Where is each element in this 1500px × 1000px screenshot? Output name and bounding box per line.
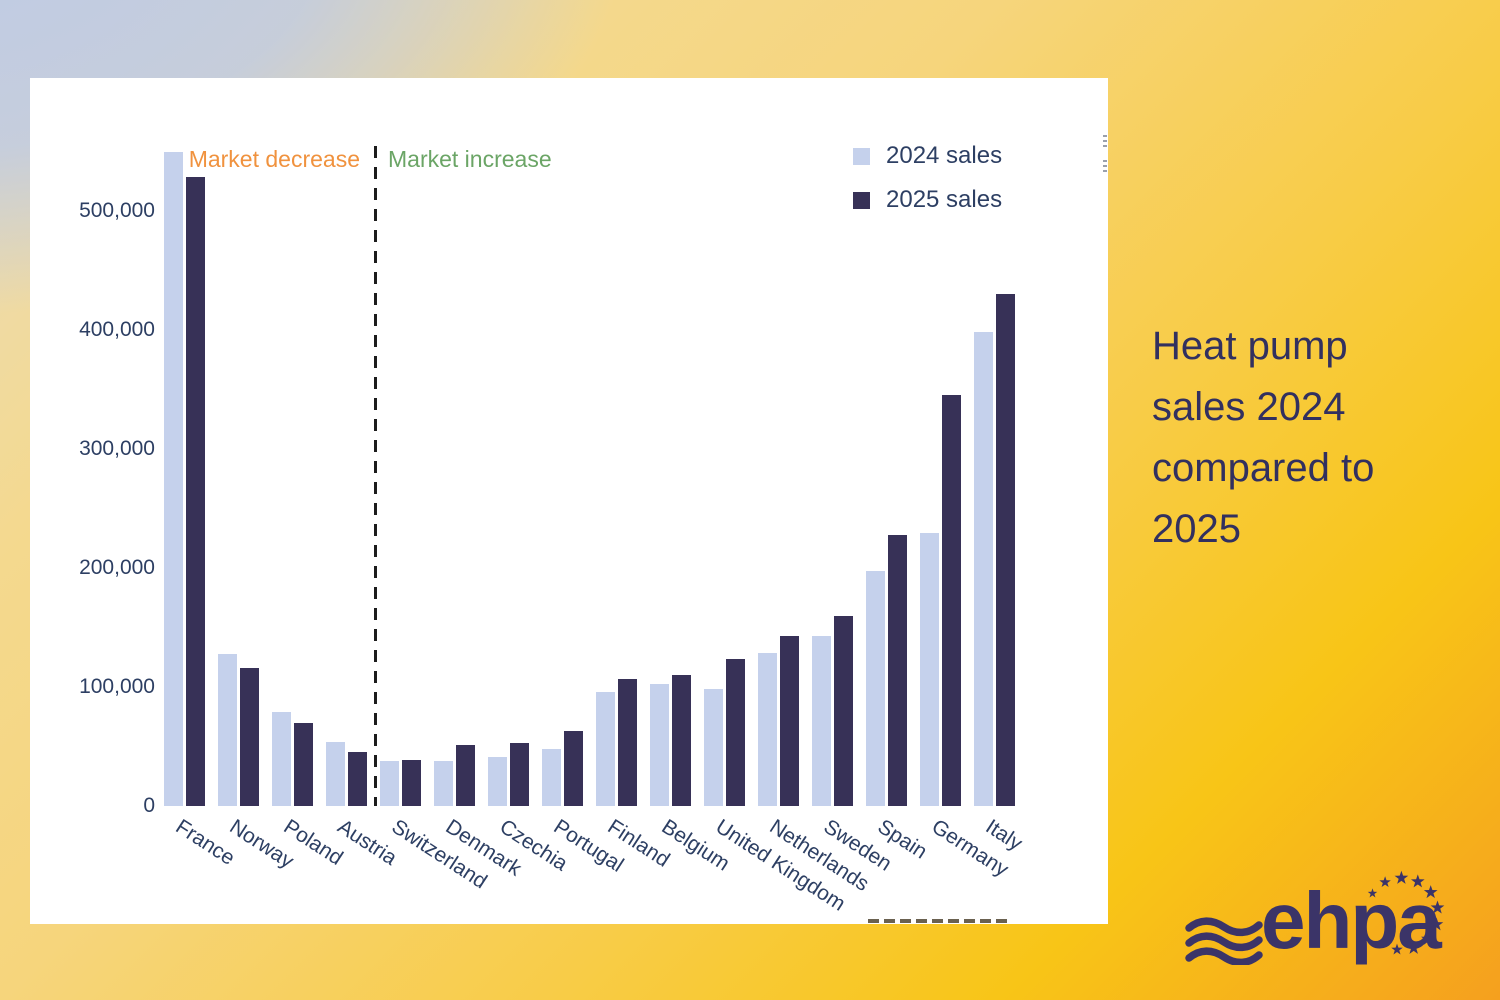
bar-2025-Germany [942, 395, 961, 806]
bar-2025-Austria [348, 752, 367, 806]
y-axis-tick-label: 0 [143, 794, 155, 817]
bar-2025-Poland [294, 723, 313, 806]
bar-2024-Switzerland [380, 761, 399, 806]
y-axis-tick-label: 200,000 [79, 556, 155, 579]
market-divider-dashed-line [374, 146, 377, 806]
y-axis-tick-label: 400,000 [79, 318, 155, 341]
y-axis-tick-label: 500,000 [79, 199, 155, 222]
bar-2024-Italy [974, 332, 993, 806]
bar-2025-Switzerland [402, 760, 421, 806]
annotation-market-decrease: Market decrease [188, 146, 360, 172]
chart-card: Market decrease Market increase 0 100,000… [30, 78, 1108, 924]
legend-label-2024: 2024 sales [886, 142, 1003, 169]
bar-2024-United Kingdom [704, 689, 723, 806]
clipped-watermark-fragment [868, 919, 1008, 923]
x-axis-label-france: France [171, 815, 239, 870]
bar-2024-Sweden [812, 636, 831, 806]
legend-swatch-2025 [853, 191, 870, 209]
bar-2024-France [164, 152, 183, 806]
annotation-market-increase: Market increase [388, 146, 552, 172]
bar-2024-Finland [596, 692, 615, 806]
bar-2024-Poland [272, 712, 291, 806]
bar-2024-Spain [866, 571, 885, 806]
page-title: Heat pump sales 2024 compared to 2025 [1152, 324, 1375, 551]
bar-2025-Belgium [672, 675, 691, 806]
eu-stars-icon [1367, 870, 1445, 955]
bar-plot-area [163, 152, 1020, 806]
bar-2025-France [186, 177, 205, 806]
bar-2025-Norway [240, 668, 259, 806]
legend: 2024 sales 2025 sales [853, 142, 1002, 230]
bar-2024-Netherlands [758, 653, 777, 806]
bar-2025-Italy [996, 294, 1015, 806]
legend-swatch-2024 [853, 147, 870, 165]
bar-2024-Germany [920, 533, 939, 806]
bar-2025-Sweden [834, 616, 853, 806]
bar-2025-Spain [888, 535, 907, 806]
clipped-text-fragment [1103, 135, 1107, 148]
bar-2025-Finland [618, 679, 637, 806]
clipped-text-fragment [1103, 160, 1107, 173]
bar-2024-Portugal [542, 749, 561, 806]
bar-2025-Netherlands [780, 636, 799, 806]
bar-2024-Norway [218, 654, 237, 806]
x-axis-label-austria: Austria [333, 815, 401, 870]
waves-icon [1185, 917, 1263, 965]
legend-item-2024: 2024 sales [853, 142, 1002, 170]
y-axis-tick-label: 300,000 [79, 437, 155, 460]
bar-2025-Portugal [564, 731, 583, 806]
y-axis-tick-label: 100,000 [79, 675, 155, 698]
legend-item-2025: 2025 sales [853, 186, 1002, 214]
bar-2025-Denmark [456, 745, 475, 806]
bar-2025-United Kingdom [726, 659, 745, 806]
bar-2024-Belgium [650, 684, 669, 806]
bar-2025-Czechia [510, 743, 529, 806]
bar-2024-Austria [326, 742, 345, 806]
bar-2024-Denmark [434, 761, 453, 806]
ehpa-logo: ehpa [1185, 855, 1475, 990]
legend-label-2025: 2025 sales [886, 186, 1003, 213]
bar-2024-Czechia [488, 757, 507, 806]
